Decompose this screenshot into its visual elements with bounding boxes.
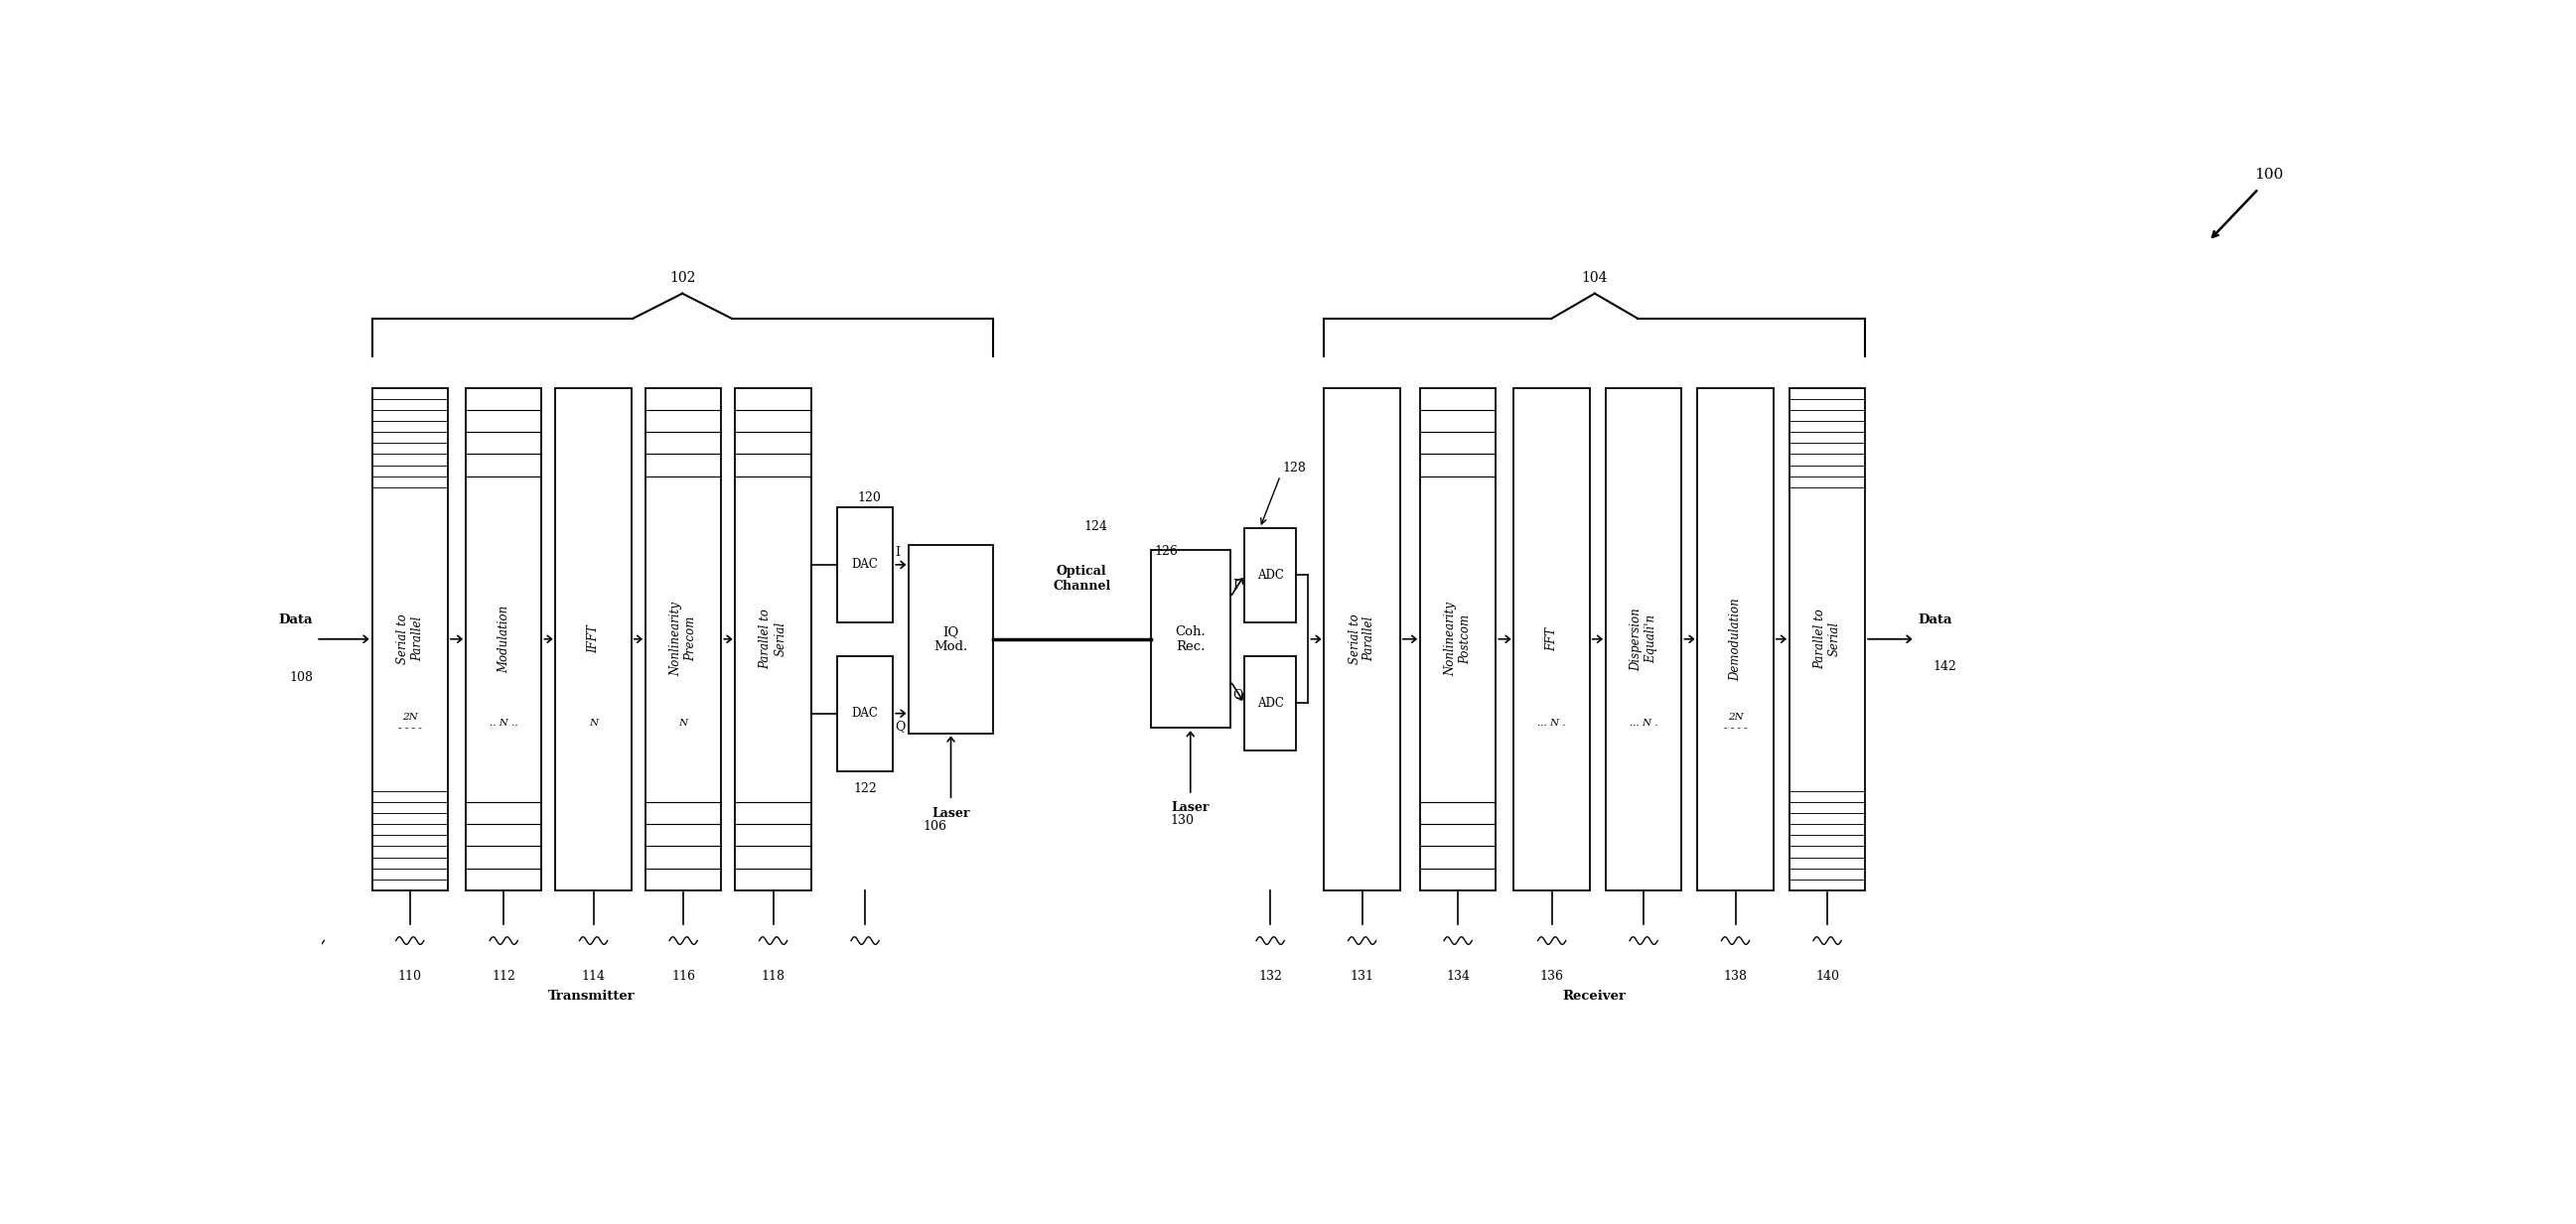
Text: 130: 130	[1170, 814, 1195, 827]
Bar	[1244, 528, 1296, 622]
Text: 126: 126	[1154, 546, 1177, 558]
Text: Optical
Channel: Optical Channel	[1054, 565, 1110, 592]
Text: IFFT: IFFT	[587, 624, 600, 654]
Text: 102: 102	[670, 272, 696, 285]
Text: 116: 116	[672, 969, 696, 983]
Text: 108: 108	[289, 671, 314, 684]
Text: 128: 128	[1283, 461, 1306, 475]
Text: I: I	[894, 546, 899, 559]
Text: 136: 136	[1540, 969, 1564, 983]
Bar	[1605, 388, 1682, 890]
Text: Parallel to
Serial: Parallel to Serial	[1814, 608, 1842, 670]
Text: 104: 104	[1582, 272, 1607, 285]
Bar	[1151, 550, 1231, 728]
Text: 131: 131	[1350, 969, 1373, 983]
Bar	[556, 388, 631, 890]
Text: Serial to
Parallel: Serial to Parallel	[397, 614, 422, 665]
Bar	[909, 545, 992, 733]
Text: .. N ..: .. N ..	[489, 718, 518, 727]
Bar	[1515, 388, 1589, 890]
Text: ... N .: ... N .	[1631, 718, 1659, 727]
Text: Transmitter: Transmitter	[549, 989, 636, 1002]
Text: ... N .: ... N .	[1538, 718, 1566, 727]
Text: Receiver: Receiver	[1564, 989, 1625, 1002]
Text: 124: 124	[1084, 520, 1108, 534]
Text: 2N
- - - -: 2N - - - -	[1723, 714, 1747, 732]
Text: Modulation: Modulation	[497, 605, 510, 673]
Text: 122: 122	[853, 782, 876, 794]
Text: Coh.
Rec.: Coh. Rec.	[1175, 625, 1206, 652]
Bar	[837, 656, 894, 771]
Text: 118: 118	[762, 969, 786, 983]
Text: Dispersion
Equali'n: Dispersion Equali'n	[1631, 607, 1656, 671]
Text: 112: 112	[492, 969, 515, 983]
Text: Parallel to
Serial: Parallel to Serial	[760, 608, 788, 670]
Text: Serial to
Parallel: Serial to Parallel	[1347, 614, 1376, 665]
Text: 140: 140	[1816, 969, 1839, 983]
Bar	[1324, 388, 1401, 890]
Text: 134: 134	[1445, 969, 1471, 983]
Text: 142: 142	[1932, 661, 1958, 673]
Bar	[837, 507, 894, 622]
Text: Laser: Laser	[933, 807, 971, 820]
Bar	[1790, 388, 1865, 890]
Text: N: N	[590, 718, 598, 727]
Text: 138: 138	[1723, 969, 1747, 983]
Text: 100: 100	[2254, 168, 2282, 181]
Text: Demodulation: Demodulation	[1728, 597, 1741, 681]
Bar	[371, 388, 448, 890]
Text: DAC: DAC	[853, 707, 878, 720]
Text: ADC: ADC	[1257, 569, 1283, 581]
Text: 114: 114	[582, 969, 605, 983]
Text: IQ
Mod.: IQ Mod.	[935, 625, 969, 652]
Text: Nonlinearity
Precom: Nonlinearity Precom	[670, 602, 698, 676]
Text: 106: 106	[922, 820, 948, 832]
Text: N: N	[680, 718, 688, 727]
Bar	[1698, 388, 1772, 890]
Text: DAC: DAC	[853, 558, 878, 572]
Bar	[1244, 656, 1296, 750]
Text: Data: Data	[1919, 613, 1953, 627]
Bar	[734, 388, 811, 890]
Text: Q: Q	[1231, 688, 1242, 700]
Text: 120: 120	[858, 491, 881, 504]
Text: FFT: FFT	[1546, 627, 1558, 651]
Bar	[647, 388, 721, 890]
Text: Q: Q	[894, 720, 904, 733]
Bar	[466, 388, 541, 890]
Text: Nonlinearity
Postcom: Nonlinearity Postcom	[1445, 602, 1471, 676]
Text: I: I	[1231, 579, 1236, 591]
Text: Laser: Laser	[1172, 802, 1211, 814]
Text: 110: 110	[397, 969, 422, 983]
Text: 2N
- - - -: 2N - - - -	[399, 714, 422, 732]
Text: Data: Data	[278, 613, 314, 627]
Text: 132: 132	[1260, 969, 1283, 983]
Text: ADC: ADC	[1257, 696, 1283, 710]
Bar	[1419, 388, 1497, 890]
